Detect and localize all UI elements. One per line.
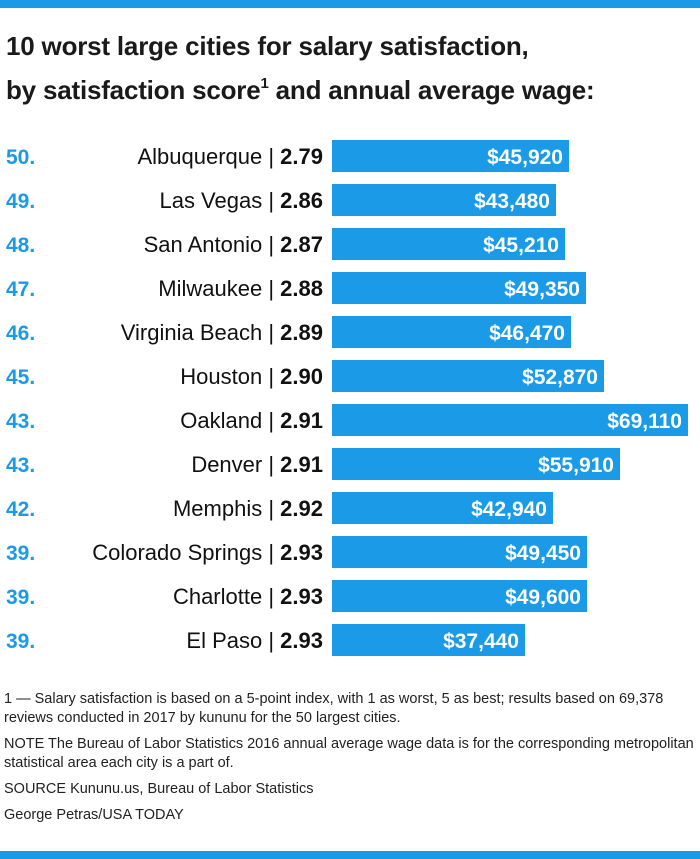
bar-row: 48. San Antonio | 2.87 $45,210 xyxy=(6,228,565,260)
rank-label: 39. xyxy=(6,630,35,653)
bar-row: 49. Las Vegas | 2.86 $43,480 xyxy=(6,184,556,216)
city-score-label: El Paso | 2.93 xyxy=(186,628,323,653)
credit-line: George Petras/USA TODAY xyxy=(4,807,184,823)
city-score-label: Houston | 2.90 xyxy=(180,364,323,389)
rank-label: 49. xyxy=(6,190,35,213)
wage-value-label: $46,470 xyxy=(489,322,565,345)
wage-bar xyxy=(332,316,571,348)
wage-bar xyxy=(332,140,569,172)
wage-bar xyxy=(332,360,604,392)
satisfaction-score: 2.86 xyxy=(280,188,323,213)
rank-label: 46. xyxy=(6,322,35,345)
city-name: Houston | xyxy=(180,364,280,389)
wage-value-label: $43,480 xyxy=(474,190,550,213)
wage-bar-chart: 50. Albuquerque | 2.79 $45,920 49. Las Vegas… xyxy=(6,140,688,656)
bar-row: 50. Albuquerque | 2.79 $45,920 xyxy=(6,140,569,172)
bar-row: 46. Virginia Beach | 2.89 $46,470 xyxy=(6,316,571,348)
footnote-marker: 1 xyxy=(260,75,269,92)
satisfaction-score: 2.93 xyxy=(280,628,323,653)
city-name: Denver | xyxy=(191,452,280,477)
city-score-label: Las Vegas | 2.86 xyxy=(159,188,323,213)
wage-value-label: $49,350 xyxy=(504,278,580,301)
city-name: El Paso | xyxy=(186,628,280,653)
wage-bar xyxy=(332,492,553,524)
wage-bar xyxy=(332,580,587,612)
rank-label: 43. xyxy=(6,454,35,477)
wage-value-label: $69,110 xyxy=(607,410,682,433)
wage-value-label: $42,940 xyxy=(471,498,547,521)
rank-label: 47. xyxy=(6,278,35,301)
rank-label: 43. xyxy=(6,410,35,433)
bar-row: 39. Colorado Springs | 2.93 $49,450 xyxy=(6,536,587,568)
city-name: Virginia Beach | xyxy=(121,320,280,345)
chart-title: 10 worst large cities for salary satisfa… xyxy=(6,28,696,109)
city-score-label: Colorado Springs | 2.93 xyxy=(92,540,323,565)
title-line-2b: and annual average wage: xyxy=(268,75,595,105)
bar-row: 43. Oakland | 2.91 $69,110 xyxy=(6,404,688,436)
note: NOTE The Bureau of Labor Statistics 2016… xyxy=(4,736,694,771)
source-line: SOURCE Kununu.us, Bureau of Labor Statis… xyxy=(4,781,314,797)
title-line-2: by satisfaction score1 and annual averag… xyxy=(6,65,696,109)
city-name: Charlotte | xyxy=(173,584,280,609)
wage-value-label: $52,870 xyxy=(522,366,598,389)
satisfaction-score: 2.93 xyxy=(280,540,323,565)
satisfaction-score: 2.79 xyxy=(280,144,323,169)
bar-row: 43. Denver | 2.91 $55,910 xyxy=(6,448,620,480)
wage-bar xyxy=(332,272,586,304)
wage-bar xyxy=(332,228,565,260)
chart-notes: 1 — Salary satisfaction is based on a 5-… xyxy=(4,690,694,832)
rank-label: 50. xyxy=(6,146,35,169)
wage-bar xyxy=(332,184,556,216)
city-score-label: San Antonio | 2.87 xyxy=(144,232,323,257)
rank-label: 48. xyxy=(6,234,35,257)
wage-value-label: $37,440 xyxy=(443,630,519,653)
title-line-1: 10 worst large cities for salary satisfa… xyxy=(6,31,529,61)
bar-row: 39. El Paso | 2.93 $37,440 xyxy=(6,624,525,656)
wage-value-label: $49,600 xyxy=(505,586,581,609)
satisfaction-score: 2.87 xyxy=(280,232,323,257)
wage-bar xyxy=(332,536,587,568)
rank-label: 42. xyxy=(6,498,35,521)
city-name: Oakland | xyxy=(180,408,280,433)
bar-row: 42. Memphis | 2.92 $42,940 xyxy=(6,492,553,524)
satisfaction-score: 2.92 xyxy=(280,496,323,521)
city-score-label: Charlotte | 2.93 xyxy=(173,584,323,609)
city-name: Las Vegas | xyxy=(159,188,280,213)
city-score-label: Oakland | 2.91 xyxy=(180,408,323,433)
wage-bar xyxy=(332,624,525,656)
city-name: Milwaukee | xyxy=(158,276,280,301)
title-line-2a: by satisfaction score xyxy=(6,75,261,105)
wage-value-label: $45,920 xyxy=(487,146,563,169)
city-score-label: Virginia Beach | 2.89 xyxy=(121,320,323,345)
rank-label: 39. xyxy=(6,542,35,565)
satisfaction-score: 2.90 xyxy=(280,364,323,389)
city-name: Memphis | xyxy=(173,496,280,521)
rank-label: 45. xyxy=(6,366,35,389)
city-score-label: Memphis | 2.92 xyxy=(173,496,323,521)
satisfaction-score: 2.91 xyxy=(280,452,323,477)
bottom-rule xyxy=(0,851,700,859)
bar-row: 45. Houston | 2.90 $52,870 xyxy=(6,360,604,392)
wage-value-label: $49,450 xyxy=(505,542,581,565)
wage-value-label: $55,910 xyxy=(538,454,614,477)
city-score-label: Milwaukee | 2.88 xyxy=(158,276,323,301)
bar-row: 47. Milwaukee | 2.88 $49,350 xyxy=(6,272,586,304)
satisfaction-score: 2.89 xyxy=(280,320,323,345)
footnote: 1 — Salary satisfaction is based on a 5-… xyxy=(4,691,664,726)
satisfaction-score: 2.93 xyxy=(280,584,323,609)
bar-row: 39. Charlotte | 2.93 $49,600 xyxy=(6,580,587,612)
city-score-label: Denver | 2.91 xyxy=(191,452,323,477)
city-score-label: Albuquerque | 2.79 xyxy=(137,144,323,169)
city-name: Colorado Springs | xyxy=(92,540,280,565)
city-name: San Antonio | xyxy=(144,232,281,257)
rank-label: 39. xyxy=(6,586,35,609)
top-rule xyxy=(0,0,700,8)
wage-bar xyxy=(332,448,620,480)
wage-value-label: $45,210 xyxy=(483,234,559,257)
satisfaction-score: 2.91 xyxy=(280,408,323,433)
satisfaction-score: 2.88 xyxy=(280,276,323,301)
wage-bar xyxy=(332,404,688,436)
city-name: Albuquerque | xyxy=(137,144,280,169)
